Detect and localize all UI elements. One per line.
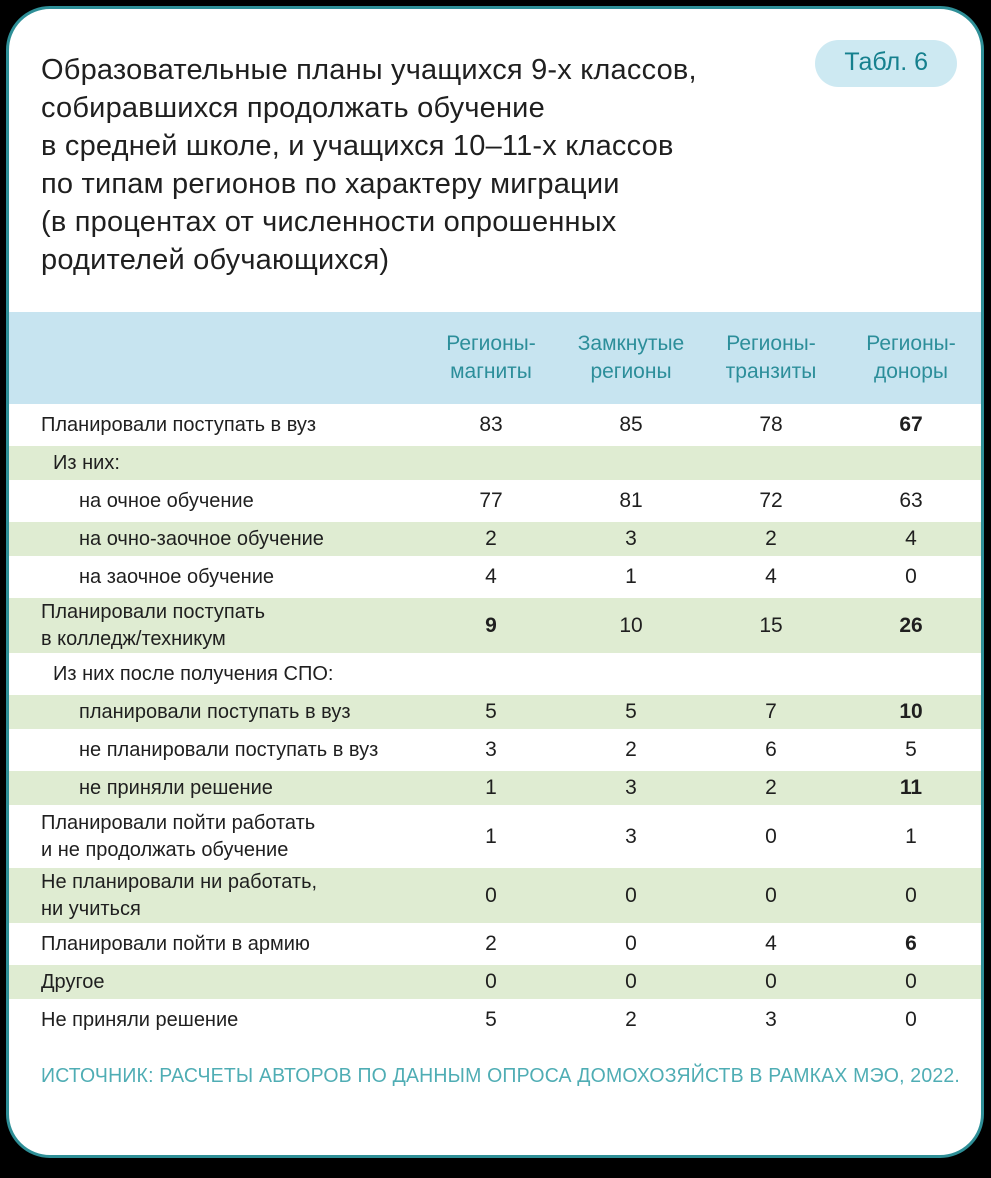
cell-value: 0 (765, 970, 777, 993)
cell-value: 15 (759, 613, 783, 637)
cell-value: 1 (485, 824, 497, 848)
cell-value: 0 (485, 970, 497, 993)
table-row: не приняли решение 1 3 2 11 (9, 767, 981, 805)
cell-value: 4 (765, 932, 777, 955)
table-row: на заочное обучение 4 1 4 0 (9, 556, 981, 594)
table-row: на очно-заочное обучение 2 3 2 4 (9, 518, 981, 556)
cell-value: 0 (765, 883, 777, 907)
cell-value: 1 (905, 824, 917, 848)
cell-value: 0 (625, 970, 637, 993)
row-label: не планировали поступать в вуз (79, 738, 379, 761)
title-line: в средней школе, и учащихся 10–11-х клас… (41, 130, 674, 162)
title-line: Образовательные планы учащихся 9-х класс… (41, 54, 697, 86)
cell-value: 2 (625, 1008, 637, 1031)
table-row: Не планировали ни работать, ни учиться 0… (9, 864, 981, 923)
row-label: не приняли решение (79, 776, 273, 799)
cell-value: 81 (619, 489, 643, 512)
row-label: Из них после получения СПО: (53, 662, 334, 685)
source-note: ИСТОЧНИК: РАСЧЕТЫ АВТОРОВ ПО ДАННЫМ ОПРО… (41, 1064, 960, 1087)
row-label: Не приняли решение (41, 1008, 239, 1031)
table-row: на очное обучение 77 81 72 63 (9, 480, 981, 518)
cell-value: 0 (485, 883, 497, 907)
cell-value: 5 (905, 738, 917, 761)
cell-value: 11 (899, 776, 923, 799)
cell-value: 85 (619, 413, 643, 436)
cell-value: 2 (625, 738, 637, 761)
table-number-badge: Табл. 6 (815, 40, 957, 87)
cell-value: 1 (485, 776, 497, 799)
cell-value: 10 (619, 613, 643, 637)
row-label: на очное обучение (79, 489, 254, 512)
cell-value: 2 (765, 776, 777, 799)
column-header-regions-donors: Регионы-доноры (866, 332, 956, 383)
title-line: по типам регионов по характеру миграции (41, 168, 620, 200)
row-label: Из них: (53, 451, 120, 474)
cell-value: 63 (899, 489, 923, 512)
cell-value: 67 (899, 413, 923, 436)
cell-value: 3 (625, 776, 637, 799)
title-line: (в процентах от численности опрошенных (41, 206, 617, 238)
cell-value: 83 (479, 413, 503, 436)
cell-value: 9 (485, 613, 497, 637)
row-label: Не планировали ни работать, ни учиться (41, 870, 318, 920)
row-label: Планировали пойти работать и не продолжа… (41, 811, 316, 861)
table-row: не планировали поступать в вуз 3 2 6 5 (9, 729, 981, 767)
table-row: Планировали пойти в армию 2 0 4 6 (9, 923, 981, 961)
table-row: Из них после получения СПО: (9, 653, 981, 691)
cell-value: 5 (485, 700, 497, 723)
cell-value: 0 (905, 970, 917, 993)
cell-value: 0 (765, 824, 777, 848)
column-header-closed-regions: Замкнутые регионы (577, 332, 685, 383)
row-label: Планировали пойти в армию (41, 932, 310, 955)
cell-value: 7 (765, 700, 777, 723)
cell-value: 3 (485, 738, 497, 761)
row-label: на очно-заочное обучение (79, 527, 324, 550)
cell-value: 4 (905, 527, 917, 550)
cell-value: 4 (485, 565, 497, 588)
cell-value: 0 (905, 1008, 917, 1031)
cell-value: 6 (905, 932, 917, 955)
cell-value: 2 (485, 527, 497, 550)
cell-value: 0 (625, 883, 637, 907)
cell-value: 2 (485, 932, 497, 955)
table-row: Другое 0 0 0 0 (9, 961, 981, 999)
cell-value: 77 (479, 489, 503, 512)
cell-value: 5 (485, 1008, 497, 1031)
row-label: Другое (41, 970, 105, 993)
cell-value: 3 (625, 824, 637, 848)
cell-value: 72 (759, 489, 783, 512)
table-header-row: Регионы-магниты Замкнутые регионы Регион… (9, 312, 981, 404)
title-line: собиравшихся продолжать обучение (41, 92, 545, 124)
cell-value: 26 (899, 613, 923, 637)
row-label: планировали поступать в вуз (79, 700, 351, 723)
table-title: Образовательные планы учащихся 9-х класс… (41, 51, 781, 279)
row-label: Планировали поступать в вуз (41, 413, 317, 436)
cell-value: 3 (625, 527, 637, 550)
table-row: Планировали поступать в вуз 83 85 78 67 (9, 404, 981, 442)
cell-value: 10 (899, 700, 923, 723)
column-header-regions-magnets: Регионы-магниты (446, 332, 536, 383)
table-row: планировали поступать в вуз 5 5 7 10 (9, 691, 981, 729)
row-label: на заочное обучение (79, 565, 274, 588)
column-header-regions-transits: Регионы-транзиты (725, 332, 817, 383)
cell-value: 0 (905, 565, 917, 588)
cell-value: 5 (625, 700, 637, 723)
cell-value: 3 (765, 1008, 777, 1031)
data-table: Планировали поступать в вуз 83 85 78 67 … (9, 404, 981, 1037)
row-label: Планировали поступать в колледж/техникум (41, 600, 265, 650)
table-row: Планировали пойти работать и не продолжа… (9, 805, 981, 864)
table-row: Не приняли решение 5 2 3 0 (9, 999, 981, 1037)
cell-value: 4 (765, 565, 777, 588)
cell-value: 6 (765, 738, 777, 761)
cell-value: 0 (905, 883, 917, 907)
table-row: Планировали поступать в колледж/техникум… (9, 594, 981, 653)
table-row: Из них: (9, 442, 981, 480)
cell-value: 78 (759, 413, 783, 436)
table-card: Табл. 6 Образовательные планы учащихся 9… (6, 6, 984, 1158)
cell-value: 0 (625, 932, 637, 955)
cell-value: 2 (765, 527, 777, 550)
title-line: родителей обучающихся) (41, 244, 390, 276)
cell-value: 1 (625, 565, 637, 588)
